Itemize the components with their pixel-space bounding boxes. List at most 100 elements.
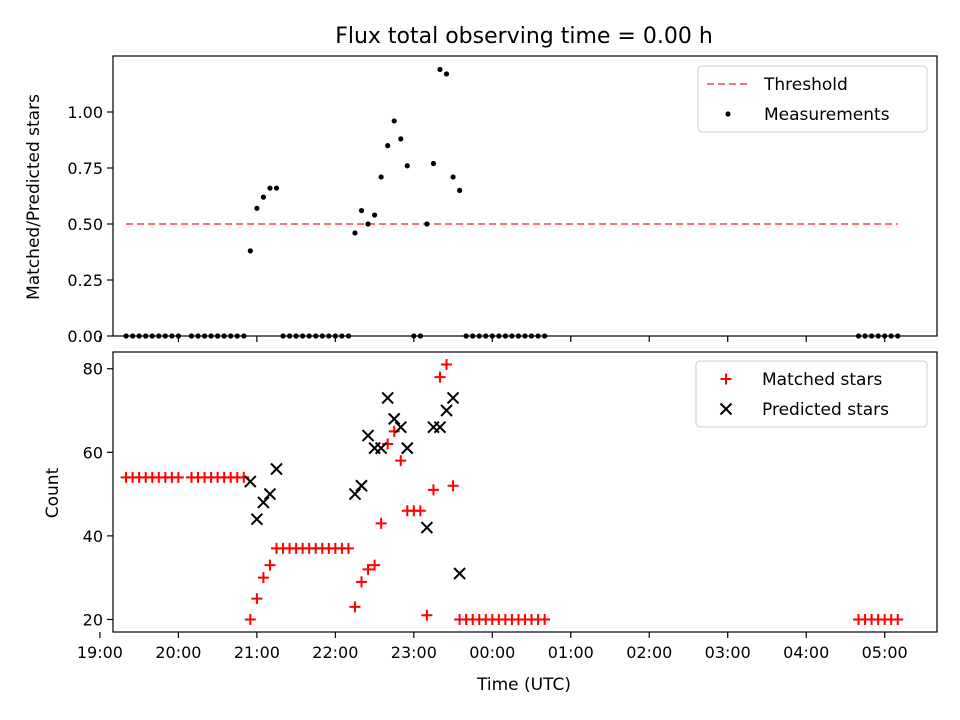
measurement-point (300, 333, 306, 339)
measurement-point (430, 160, 437, 167)
measurement-point (254, 205, 260, 211)
y-tick-label: 40 (83, 527, 103, 546)
matched-star-marker (251, 593, 263, 605)
measurement-point (463, 333, 469, 339)
measurement-point (489, 333, 495, 339)
measurement-point (437, 66, 443, 73)
measurement-point (424, 221, 430, 227)
measurement-point (888, 333, 894, 339)
matched-star-marker (172, 471, 184, 483)
predicted-star-marker (453, 567, 466, 580)
measurement-point (862, 333, 868, 339)
predicted-star-marker (387, 412, 401, 426)
legend-label: Threshold (763, 75, 848, 95)
chart-title: Flux total observing time = 0.00 h (335, 24, 713, 49)
predicted-star-marker (381, 391, 394, 405)
measurement-point (241, 333, 247, 339)
measurement-point (280, 333, 286, 339)
x-tick-label: 01:00 (548, 643, 594, 662)
bottom-y-axis-label: Count (43, 467, 63, 518)
measurement-point (869, 333, 875, 339)
measurement-point (483, 333, 489, 339)
measurement-point (515, 333, 522, 339)
bottom-plot-area: 20 40 60 80 19:00 20:00 21:00 22:00 23:00 00:00 01… (77, 351, 938, 662)
measurement-point (417, 333, 423, 339)
measurement-point (345, 333, 352, 339)
x-tick-label: 04:00 (783, 643, 829, 662)
y-tick-label: 0.25 (67, 271, 103, 290)
measurement-point (509, 333, 515, 339)
measurement-point (293, 333, 299, 339)
measurement-point (130, 333, 136, 339)
predicted-star-marker (446, 391, 460, 405)
x-tick-label: 05:00 (862, 643, 908, 662)
predicted-star-marker (374, 441, 388, 455)
legend-label: Matched stars (762, 370, 882, 390)
predicted-star-marker (348, 487, 362, 501)
matched-star-marker (414, 505, 426, 517)
measurement-point (457, 187, 463, 193)
matched-star-marker (421, 609, 433, 621)
legend: Matched stars Predicted stars (695, 360, 928, 428)
measurement-point (352, 230, 358, 236)
measurement-point (156, 333, 162, 339)
measurement-point (149, 333, 155, 339)
legend: Threshold Measurements (697, 65, 928, 133)
matched-star-marker (441, 359, 453, 371)
measurement-point (306, 333, 312, 339)
legend-label: Predicted stars (762, 400, 889, 420)
measurement-point (228, 333, 234, 339)
measurement-point (450, 174, 456, 180)
matched-star-marker (244, 613, 256, 625)
x-tick-label: 02:00 (626, 643, 672, 662)
measurement-point (855, 333, 862, 339)
legend-predicted-swatch (719, 402, 733, 416)
measurement-point (882, 333, 888, 339)
measurement-point (391, 118, 397, 124)
measurement-point (470, 333, 476, 339)
matched-star-marker (356, 576, 368, 588)
predicted-star-marker (433, 421, 447, 434)
legend-label: Measurements (764, 105, 890, 125)
measurement-point (528, 333, 535, 339)
predicted-star-marker (394, 421, 407, 434)
matched-star-marker (369, 559, 381, 571)
measurement-point (411, 333, 417, 339)
predicted-star-marker (401, 441, 414, 455)
legend-measurement-swatch (725, 111, 731, 117)
measurement-point (443, 71, 450, 77)
y-tick-label: 60 (83, 443, 103, 462)
predicted-star-marker (440, 404, 453, 417)
predicted-star-marker (361, 429, 375, 442)
matched-star-marker (349, 601, 361, 613)
measurement-point (496, 333, 502, 339)
measurement-point (201, 333, 208, 339)
y-tick-label: 0.75 (67, 159, 103, 178)
matched-star-marker (539, 613, 551, 625)
measurement-point (332, 333, 338, 339)
predicted-star-marker (420, 521, 434, 534)
top-plot-area: 0.00 0.25 0.50 0.75 1.00 Threshold Measurement… (67, 55, 938, 346)
x-tick-label: 19:00 (77, 643, 123, 662)
measurement-point (260, 194, 267, 200)
measurement-point (221, 333, 227, 339)
measurement-point (286, 333, 293, 339)
x-tick-label: 23:00 (391, 643, 437, 662)
measurement-point (169, 333, 175, 339)
matched-star-marker (427, 484, 439, 496)
predicted-star-marker (257, 496, 270, 509)
measurement-point (378, 174, 384, 180)
matched-star-marker (362, 563, 374, 575)
measurement-point (234, 333, 240, 339)
x-tick-label: 22:00 (312, 643, 358, 662)
predicted-star-marker (263, 487, 277, 501)
matched-star-marker (892, 613, 904, 625)
measurement-point (123, 333, 129, 339)
y-tick-label: 0.50 (67, 215, 103, 234)
legend-frame (695, 360, 928, 428)
measurement-point (365, 221, 371, 227)
measurement-point (313, 333, 319, 339)
x-tick-label: 00:00 (469, 643, 515, 662)
x-axis-label: Time (UTC) (476, 675, 571, 695)
